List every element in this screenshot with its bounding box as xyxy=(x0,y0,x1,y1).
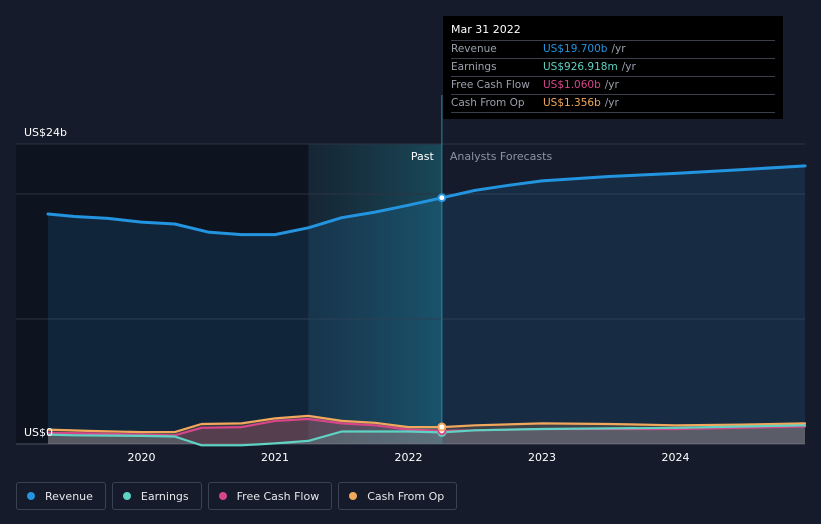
x-tick-label: 2020 xyxy=(127,451,155,464)
tooltip-bottom-rule xyxy=(451,112,775,114)
revenue-dot-icon xyxy=(27,492,35,500)
legend-label: Revenue xyxy=(45,489,93,503)
legend-item-revenue[interactable]: Revenue xyxy=(16,482,106,510)
tooltip-unit: /yr xyxy=(621,61,636,73)
legend-label: Free Cash Flow xyxy=(236,489,320,503)
cash-from-op-line xyxy=(46,414,807,434)
revenue-marker xyxy=(437,193,447,203)
legend: Revenue Earnings Free Cash Flow Cash Fro… xyxy=(16,482,458,510)
x-axis-ticks: 2020 2021 2022 2023 2024 xyxy=(127,451,689,464)
x-tick-label: 2022 xyxy=(394,451,422,464)
earnings-area xyxy=(48,425,805,446)
tooltip-row-free-cash-flow: Free Cash Flow US$1.060b /yr xyxy=(451,76,775,94)
legend-item-earnings[interactable]: Earnings xyxy=(111,482,202,510)
x-tick-label: 2023 xyxy=(528,451,556,464)
gridlines xyxy=(16,143,805,445)
y-axis-bottom-label: US$0 xyxy=(24,426,53,439)
legend-item-cash-from-op[interactable]: Cash From Op xyxy=(338,482,458,510)
tooltip-label: Earnings xyxy=(451,61,497,73)
cash-from-op-marker xyxy=(437,422,447,432)
x-tick-label: 2024 xyxy=(661,451,689,464)
revenue-line xyxy=(46,164,807,237)
tooltip-unit: /yr xyxy=(611,43,626,55)
legend-label: Cash From Op xyxy=(367,489,445,503)
earnings-line xyxy=(46,424,807,447)
tooltip-value: US$926.918m xyxy=(543,61,618,73)
tooltip-value: US$1.060b xyxy=(543,79,601,91)
past-label: Past xyxy=(411,150,435,163)
earnings-dot-icon xyxy=(122,492,131,500)
forecast-label: Analysts Forecasts xyxy=(450,150,553,163)
tooltip-value: US$19.700b xyxy=(543,43,608,55)
tooltip-unit: /yr xyxy=(604,79,619,91)
x-tick-label: 2021 xyxy=(261,451,289,464)
series-lines xyxy=(46,164,807,447)
tooltip-row-revenue: Revenue US$19.700b /yr xyxy=(451,40,775,58)
hover-markers xyxy=(437,193,447,437)
free-cash-flow-dot-icon xyxy=(218,492,227,500)
tooltip-row-earnings: Earnings US$926.918m /yr xyxy=(451,58,775,76)
tooltip: Mar 31 2022 Revenue US$19.700b /yr Earni… xyxy=(443,16,783,119)
tooltip-label: Revenue xyxy=(451,43,497,55)
tooltip-unit: /yr xyxy=(604,97,619,109)
legend-item-free-cash-flow[interactable]: Free Cash Flow xyxy=(207,482,333,510)
legend-label: Earnings xyxy=(140,489,189,503)
tooltip-label: Cash From Op xyxy=(451,97,525,109)
tooltip-date: Mar 31 2022 xyxy=(451,23,521,36)
cash-from-op-dot-icon xyxy=(349,492,358,500)
tooltip-label: Free Cash Flow xyxy=(451,79,530,91)
tooltip-value: US$1.356b xyxy=(543,97,601,109)
y-axis-top-label: US$24b xyxy=(24,126,67,139)
tooltip-row-cash-from-op: Cash From Op US$1.356b /yr xyxy=(451,94,775,112)
